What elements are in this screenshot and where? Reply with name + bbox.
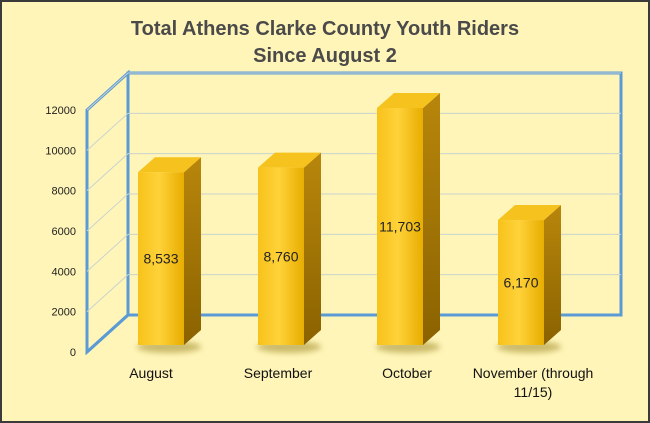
data-label: 6,170 [503,275,538,291]
bars: 8,533 8,760 11,703 6,170 [136,93,562,353]
y-tick-label: 4000 [52,266,76,278]
x-category-label: August [129,365,173,381]
bar-side [544,205,561,345]
y-tick-label: 8000 [52,186,76,198]
y-tick-label: 12000 [45,105,76,117]
bar [138,172,184,345]
gridline-side [86,153,129,192]
bar-top [138,157,201,173]
gridline-side [86,193,129,232]
x-category-label: October [382,365,432,381]
gridline-side [86,274,129,313]
y-axis-ticks: 0 2000 4000 6000 8000 10000 12000 [45,105,76,359]
bar-top [377,93,440,109]
gridline-side [86,112,129,151]
x-category-label: November (through [473,365,594,381]
floor-edge [85,313,130,354]
bar-top [258,152,321,168]
bar [377,108,423,345]
y-tick-label: 2000 [52,307,76,319]
bar-side [304,152,321,345]
bar-side [184,157,201,345]
y-tick-label: 6000 [52,226,76,238]
chart-title-line-1: Total Athens Clarke County Youth Riders [130,18,520,40]
gridline-side [86,72,129,111]
x-axis-categories: August September October November (through 1… [129,365,593,400]
bar [258,167,304,345]
gridline-side [86,233,129,272]
bar-top [498,205,561,221]
x-category-label: September [244,365,313,381]
chart-title-line-2: Since August 2 [253,45,397,67]
data-label: 8,760 [263,248,298,264]
bar-side [423,93,440,345]
y-tick-label: 0 [70,347,76,359]
y-tick-label: 10000 [45,145,76,157]
x-category-label: 11/15) [514,384,553,400]
data-label: 11,703 [379,219,421,235]
bar [498,220,544,345]
data-label: 8,533 [143,251,178,267]
